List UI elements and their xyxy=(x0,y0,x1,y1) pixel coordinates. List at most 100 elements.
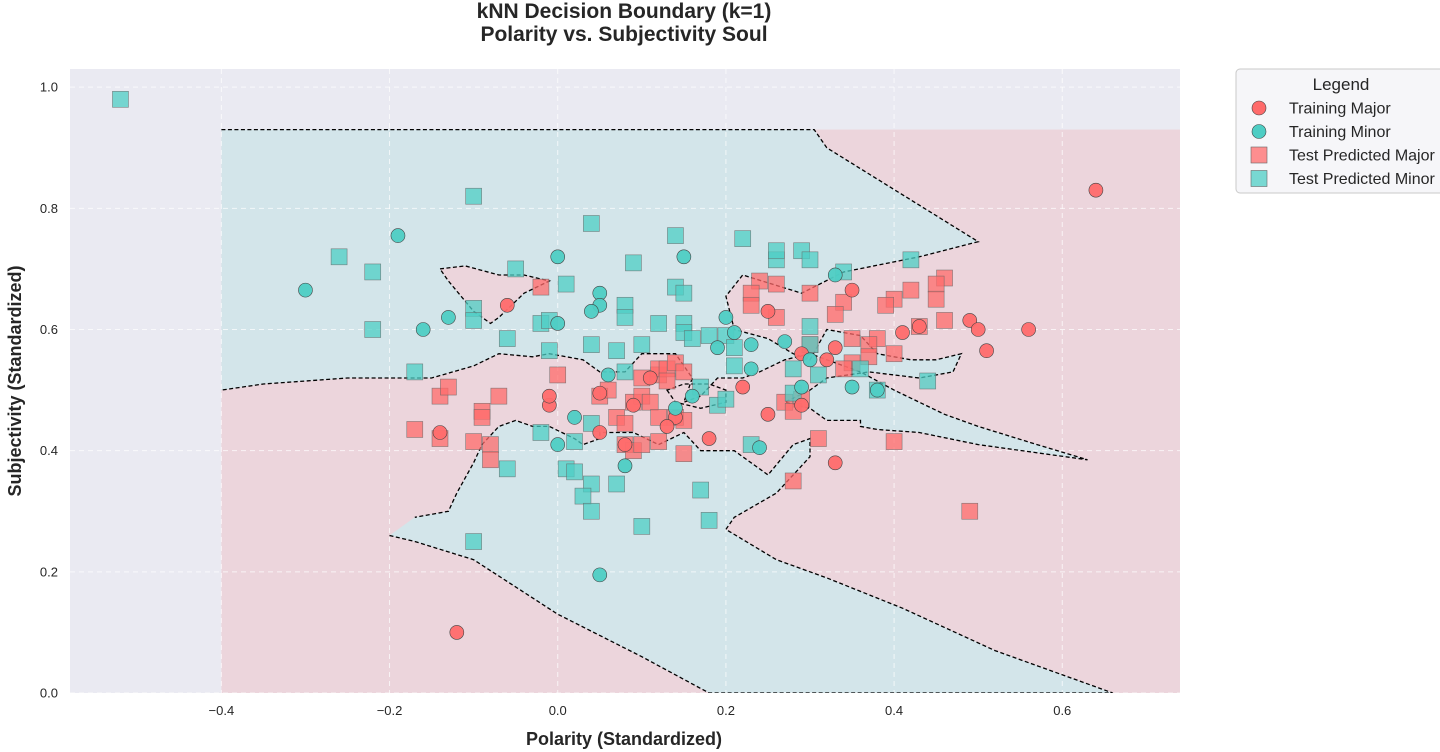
training-major-point-16 xyxy=(701,431,717,446)
training-minor-point-18 xyxy=(827,267,843,283)
axis-ticks: −0.4 −0.2 0.0 0.2 0.4 0.6 0.0 0.2 0.4 0.6 0.8 1.0 xyxy=(40,80,1071,718)
test-predicted-major-point-61 xyxy=(650,433,667,450)
training-minor-point-19 xyxy=(844,379,860,395)
test-predicted-minor-point-45 xyxy=(726,339,743,356)
y-tick-label-4: 0.8 xyxy=(40,201,58,216)
training-minor-point-3 xyxy=(441,310,456,325)
legend-label-test-predicted-major: Test Predicted Major xyxy=(1289,148,1436,165)
training-major-point-9 xyxy=(819,352,835,368)
test-predicted-major-point-39 xyxy=(473,409,491,426)
test-predicted-minor-point-3 xyxy=(364,263,382,281)
test-predicted-major-point-35 xyxy=(406,421,424,438)
training-major-point-1 xyxy=(1021,322,1036,337)
region-minor-0 xyxy=(221,129,1088,460)
training-major-point-10 xyxy=(827,455,843,471)
training-minor-point-8 xyxy=(584,304,599,319)
training-major-point-12 xyxy=(794,397,809,413)
training-major-point-26 xyxy=(499,297,515,313)
training-minor-point-25 xyxy=(592,567,608,583)
test-predicted-minor-point-40 xyxy=(692,481,709,499)
y-axis-label: Subjectivity (Standardized) xyxy=(5,265,25,496)
legend-label-training-minor: Training Minor xyxy=(1289,124,1391,141)
test-predicted-minor-point-62 xyxy=(902,251,920,269)
training-minor-point-15 xyxy=(777,334,793,349)
y-tick-label-1: 0.2 xyxy=(40,564,58,579)
training-major-point-22 xyxy=(592,385,608,401)
x-axis-label: Polarity (Standardized) xyxy=(526,729,722,749)
legend-marker-training-minor xyxy=(1251,124,1267,139)
training-minor-point-28 xyxy=(668,400,683,416)
test-predicted-major-point-32 xyxy=(549,366,567,384)
test-predicted-minor-point-5 xyxy=(406,363,424,381)
training-major-point-8 xyxy=(827,340,843,355)
test-predicted-minor-point-56 xyxy=(810,366,827,384)
test-predicted-major-point-3 xyxy=(927,290,945,308)
test-predicted-minor-point-35 xyxy=(675,284,693,302)
test-predicted-major-point-34 xyxy=(440,378,457,396)
training-major-point-28 xyxy=(449,625,465,640)
test-predicted-minor-point-1 xyxy=(465,187,482,205)
training-major-point-5 xyxy=(912,319,927,334)
test-predicted-major-point-4 xyxy=(936,312,953,329)
training-major-point-4 xyxy=(970,322,986,337)
test-predicted-minor-point-9 xyxy=(507,260,524,278)
training-major-point-20 xyxy=(626,397,641,413)
training-major-point-15 xyxy=(735,379,751,395)
training-major-point-3 xyxy=(962,313,978,328)
training-minor-point-17 xyxy=(794,379,809,395)
test-predicted-major-point-31 xyxy=(532,278,550,296)
training-minor-point-26 xyxy=(684,388,700,404)
training-major-point-21 xyxy=(617,437,633,452)
training-major-point-19 xyxy=(642,370,658,386)
test-predicted-major-point-14 xyxy=(835,360,852,378)
test-predicted-minor-point-28 xyxy=(616,363,634,381)
legend-label-training-major: Training Major xyxy=(1289,101,1391,118)
training-minor-point-13 xyxy=(743,337,759,352)
training-minor-point-14 xyxy=(743,361,759,377)
test-predicted-minor-point-48 xyxy=(734,230,752,247)
training-major-point-27 xyxy=(432,425,448,440)
legend-marker-test-predicted-major xyxy=(1250,146,1268,164)
region-minor-1 xyxy=(389,420,1113,693)
decision-regions xyxy=(221,129,1180,693)
test-predicted-major-point-15 xyxy=(843,330,861,347)
region-major-island-0 xyxy=(440,265,550,324)
training-minor-point-11 xyxy=(727,325,742,340)
test-predicted-minor-point-2 xyxy=(330,248,348,266)
test-predicted-major-point-2 xyxy=(927,275,945,293)
test-predicted-minor-point-4 xyxy=(364,321,382,338)
test-predicted-minor-point-29 xyxy=(625,254,642,272)
test-predicted-major-point-30 xyxy=(885,433,903,450)
training-minor-point-9 xyxy=(676,249,692,265)
training-minor-point-2 xyxy=(415,322,431,337)
x-tick-label-4: 0.4 xyxy=(885,703,903,718)
training-minor-point-5 xyxy=(550,316,566,331)
legend-label-test-predicted-minor: Test Predicted Minor xyxy=(1289,171,1436,188)
test-predicted-major-point-6 xyxy=(902,281,920,299)
test-predicted-minor-point-65 xyxy=(498,460,516,478)
test-predicted-minor-point-22 xyxy=(566,463,583,481)
test-predicted-minor-point-13 xyxy=(532,424,550,441)
test-predicted-minor-point-54 xyxy=(801,318,819,335)
legend-marker-test-predicted-minor xyxy=(1250,170,1268,187)
test-predicted-minor-point-12 xyxy=(541,342,558,360)
data-points xyxy=(112,90,1104,640)
training-minor-point-10 xyxy=(718,310,734,325)
y-tick-label-5: 1.0 xyxy=(40,80,58,95)
legend-items: Training Major Training Minor Test Predict… xyxy=(1250,101,1436,188)
test-predicted-major-point-0 xyxy=(961,502,979,520)
x-tick-label-2: 0.0 xyxy=(549,703,567,718)
test-predicted-major-point-64 xyxy=(675,445,693,462)
test-predicted-minor-point-19 xyxy=(574,487,592,505)
training-minor-point-22 xyxy=(567,410,582,425)
y-tick-label-0: 0.0 xyxy=(40,686,58,701)
test-predicted-major-point-8 xyxy=(877,296,894,314)
test-predicted-minor-point-25 xyxy=(608,475,625,493)
test-predicted-minor-point-33 xyxy=(667,227,684,244)
y-tick-label-3: 0.6 xyxy=(40,322,58,337)
test-predicted-minor-point-41 xyxy=(700,512,718,529)
test-predicted-major-point-40 xyxy=(490,387,508,405)
test-predicted-minor-point-46 xyxy=(726,357,743,375)
test-predicted-major-point-29 xyxy=(784,472,802,490)
test-predicted-minor-point-23 xyxy=(566,433,583,450)
